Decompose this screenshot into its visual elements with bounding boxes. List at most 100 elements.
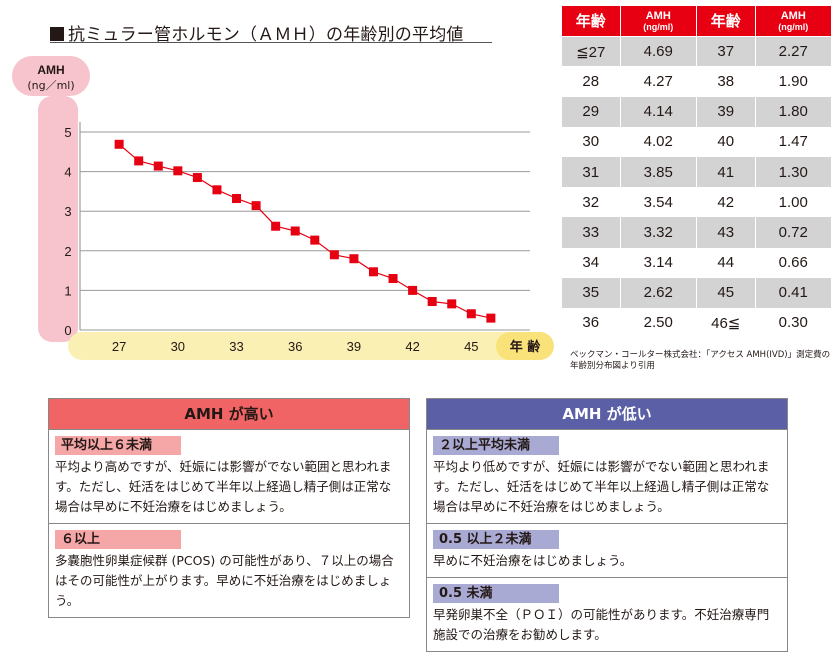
page-title: 抗ミュラー管ホルモン（ＡＭＨ）の年齢別の平均値 [50, 20, 464, 45]
table-cell-amh: 4.27 [619, 66, 696, 97]
table-cell-amh: 4.14 [619, 96, 696, 127]
table-row: 38 1.90 [697, 66, 831, 97]
table-row: 34 3.14 [562, 247, 696, 278]
table-header-amh: AMH (ng/ml) [619, 6, 696, 37]
table-cell-age: 45 [697, 277, 755, 308]
table-header-amh: AMH (ng/ml) [754, 6, 831, 37]
x-axis-band [68, 332, 552, 360]
low-section-1-label: ２以上平均未満 [433, 436, 559, 455]
square-bullet-icon [50, 27, 64, 41]
data-point-marker [466, 309, 476, 319]
table-cell-amh: 0.66 [754, 247, 831, 278]
table-row: 41 1.30 [697, 156, 831, 188]
data-point-marker [153, 161, 163, 171]
table-cell-amh: 0.41 [754, 277, 831, 308]
table-cell-age: 46≦ [697, 307, 755, 339]
amh-low-box: AMH が低い ２以上平均未満 平均より低めですが、妊娠には影響がでない範囲と思… [426, 398, 788, 652]
table-row: 28 4.27 [562, 66, 696, 97]
data-point-marker [310, 235, 320, 245]
data-point-marker [271, 221, 281, 231]
amh-table-left: 年齢 AMH (ng/ml) ≦27 4.69 28 4.27 29 4.14 30 4.02 3… [562, 6, 696, 339]
data-point-marker [232, 194, 242, 204]
table-cell-amh: 2.62 [619, 277, 696, 308]
table-header-age: 年齢 [697, 6, 755, 37]
source-note: ベックマン・コールター株式会社：「アクセス AMH(IVD)」測定費の年齢別分布… [570, 350, 831, 371]
table-cell-age: 37 [697, 36, 755, 67]
y-axis-unit-label: (ng／ml) [27, 79, 74, 92]
table-cell-age: 36 [562, 307, 620, 339]
table-row: 30 4.02 [562, 126, 696, 157]
table-cell-age: ≦27 [562, 36, 620, 67]
high-section-1-label: 平均以上６未満 [55, 436, 181, 455]
table-row: ≦27 4.69 [562, 36, 696, 67]
x-tick-label: 33 [229, 339, 243, 354]
table-cell-age: 32 [562, 187, 620, 218]
amh-low-title: AMH が低い [427, 399, 787, 429]
data-point-marker [192, 173, 202, 183]
y-tick-label: 5 [64, 125, 71, 140]
table-row: 35 2.62 [562, 277, 696, 308]
title-underline [50, 42, 492, 43]
table-row: 32 3.54 [562, 187, 696, 218]
table-cell-age: 38 [697, 66, 755, 97]
data-point-marker [486, 313, 496, 323]
amh-table-right: 年齢 AMH (ng/ml) 37 2.27 38 1.90 39 1.80 40 1.47 41… [697, 6, 831, 339]
high-section-1-text: 平均より高めですが、妊娠には影響がでない範囲と思われます。ただし、妊活をはじめて… [55, 459, 392, 514]
page-title-text: 抗ミュラー管ホルモン（ＡＭＨ）の年齢別の平均値 [68, 25, 464, 45]
table-cell-age: 40 [697, 126, 755, 157]
x-tick-label: 45 [464, 339, 478, 354]
table-row: 46≦ 0.30 [697, 307, 831, 339]
low-section-3-label: 0.5 未満 [433, 584, 559, 603]
table-cell-age: 35 [562, 277, 620, 308]
table-cell-age: 44 [697, 247, 755, 278]
table-row: 29 4.14 [562, 96, 696, 127]
table-cell-age: 41 [697, 156, 755, 188]
table-cell-age: 39 [697, 96, 755, 127]
low-section-2-text: 早めに不妊治療をはじめましょう。 [433, 553, 633, 568]
table-cell-amh: 2.27 [754, 36, 831, 67]
table-row: 31 3.85 [562, 156, 696, 188]
table-row: 43 0.72 [697, 217, 831, 248]
table-cell-amh: 3.32 [619, 217, 696, 248]
table-cell-age: 43 [697, 217, 755, 248]
table-header-age: 年齢 [562, 6, 620, 37]
x-tick-label: 30 [171, 339, 185, 354]
table-cell-age: 42 [697, 187, 755, 218]
data-point-marker [447, 299, 457, 309]
y-axis-label: AMH [37, 63, 64, 77]
table-cell-age: 28 [562, 66, 620, 97]
table-row: 37 2.27 [697, 36, 831, 67]
table-cell-age: 33 [562, 217, 620, 248]
table-row: 42 1.00 [697, 187, 831, 218]
low-section-2-label: 0.5 以上２未満 [433, 530, 559, 549]
table-cell-amh: 4.69 [619, 36, 696, 67]
table-cell-age: 34 [562, 247, 620, 278]
x-tick-label: 39 [347, 339, 361, 354]
x-tick-label: 27 [112, 339, 126, 354]
table-row: 36 2.50 [562, 307, 696, 339]
table-row: 45 0.41 [697, 277, 831, 308]
data-point-marker [114, 139, 124, 149]
table-cell-amh: 3.54 [619, 187, 696, 218]
x-tick-label: 36 [288, 339, 302, 354]
table-cell-age: 30 [562, 126, 620, 157]
data-point-marker [212, 185, 222, 195]
high-section-2-text: 多嚢胞性卵巣症候群 (PCOS) の可能性があり、７以上の場合はその可能性が上が… [55, 553, 394, 608]
low-section-1-text: 平均より低めですが、妊娠には影響がでない範囲と思われます。ただし、妊活をはじめて… [433, 459, 770, 514]
y-tick-label: 4 [64, 165, 71, 180]
table-cell-age: 29 [562, 96, 620, 127]
amh-high-title: AMH が高い [49, 399, 409, 429]
table-cell-age: 31 [562, 156, 620, 188]
table-cell-amh: 3.85 [619, 156, 696, 188]
x-tick-label: 42 [405, 339, 419, 354]
data-point-marker [388, 274, 398, 284]
high-section-2: ６以上 多嚢胞性卵巣症候群 (PCOS) の可能性があり、７以上の場合はその可能… [49, 523, 409, 617]
table-cell-amh: 3.14 [619, 247, 696, 278]
table-row: 44 0.66 [697, 247, 831, 278]
table-row: 39 1.80 [697, 96, 831, 127]
y-label-band [12, 56, 90, 96]
table-cell-amh: 2.50 [619, 307, 696, 339]
table-row: 40 1.47 [697, 126, 831, 157]
data-point-marker [427, 296, 437, 306]
